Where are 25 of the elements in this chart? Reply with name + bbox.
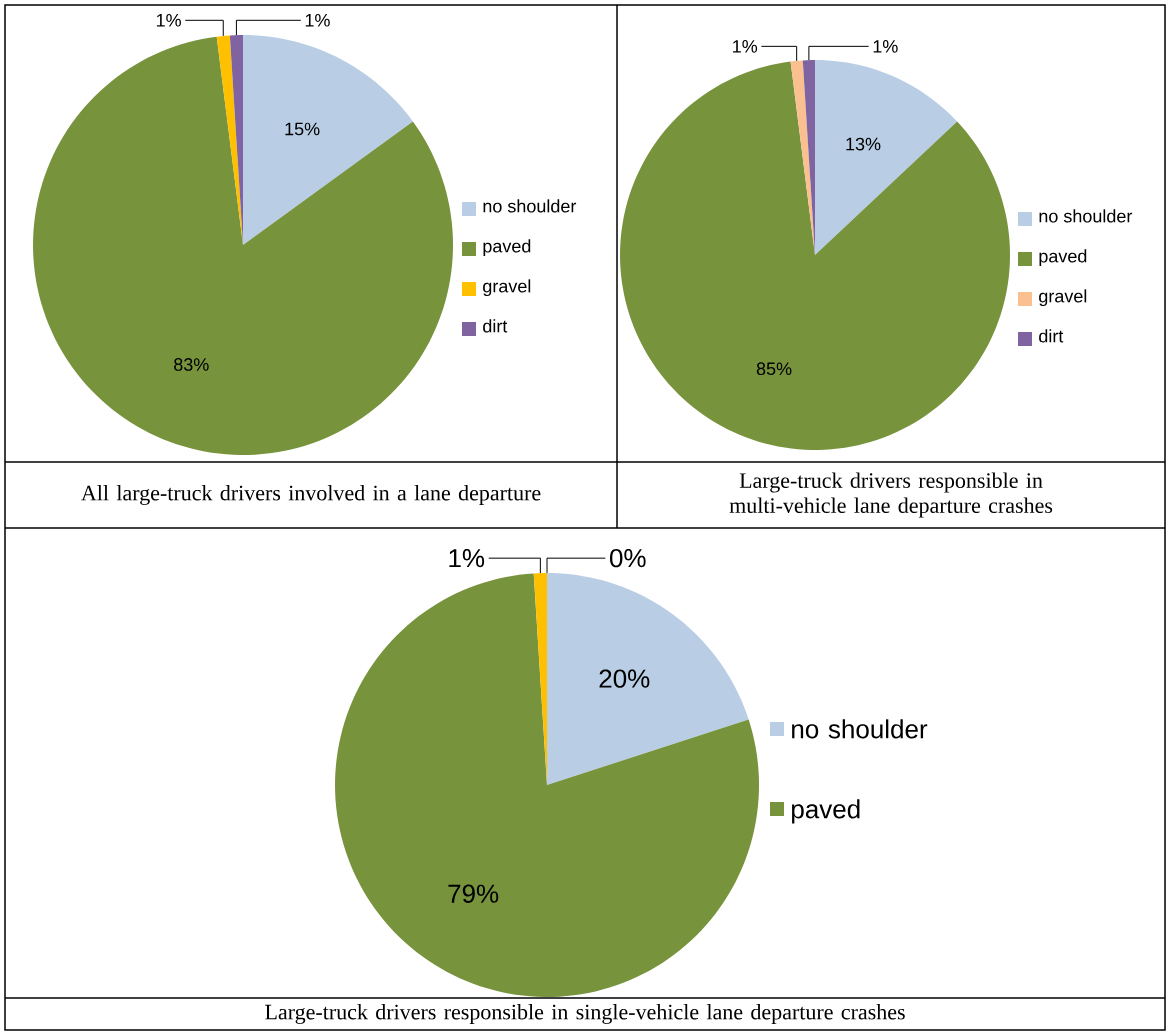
data-label: 15% [285, 122, 320, 136]
legend-label: no shoulder [792, 719, 928, 739]
data-label: 1% [733, 40, 758, 53]
data-label: 83% [174, 358, 209, 371]
legend-label: no shoulder [483, 199, 577, 213]
legend-label: dirt [1039, 329, 1064, 343]
data-label: 85% [756, 362, 792, 376]
legend-label: paved [1039, 249, 1087, 267]
text: All large-truck drivers involved in a lane departure [81, 484, 541, 506]
text: Large-truck drivers responsible in single-vehicle lane departure crashes [265, 1003, 905, 1025]
legend-label: paved [483, 239, 531, 257]
legend-label: dirt [483, 319, 508, 333]
text: Large-truck drivers responsible in multi-vehicle lane departure crashes [729, 472, 1053, 518]
data-label: 79% [448, 884, 499, 903]
data-label: 1% [156, 13, 181, 27]
data-label: 20% [599, 669, 650, 688]
data-label: 1% [449, 549, 485, 568]
text: 0% [610, 548, 646, 568]
legend-label: gravel [1039, 289, 1087, 307]
legend-label: gravel [483, 279, 531, 297]
data-label: 1% [305, 13, 330, 27]
data-label: 1% [873, 40, 898, 53]
legend-label: no shoulder [1039, 209, 1133, 223]
legend-label: paved [792, 799, 860, 824]
data-label: 13% [846, 137, 881, 151]
